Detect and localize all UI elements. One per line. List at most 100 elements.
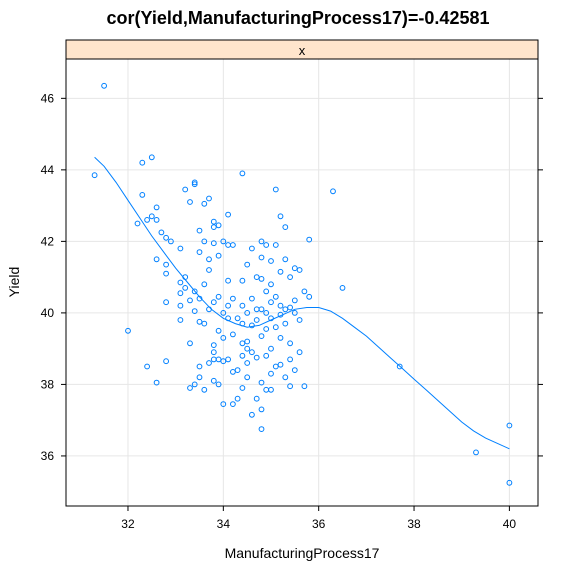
x-tick-label: 34 xyxy=(217,517,231,531)
data-point xyxy=(206,256,212,263)
data-point xyxy=(230,331,236,338)
data-point xyxy=(191,181,198,188)
data-point xyxy=(153,217,160,223)
data-point xyxy=(230,242,236,248)
x-axis-tick-labels: 32 34 36 38 40 xyxy=(121,517,516,531)
data-point xyxy=(215,381,222,388)
data-point xyxy=(177,302,184,309)
data-point xyxy=(258,254,265,261)
data-point xyxy=(249,411,255,418)
data-point xyxy=(210,218,217,225)
data-point xyxy=(187,340,193,347)
data-point xyxy=(182,274,189,281)
data-point xyxy=(277,335,284,341)
data-point xyxy=(506,422,513,429)
data-point xyxy=(225,277,232,284)
y-tick-label: 42 xyxy=(41,234,55,248)
data-point xyxy=(263,288,270,295)
data-point xyxy=(239,170,246,177)
data-point xyxy=(215,293,222,300)
data-point xyxy=(272,363,279,370)
data-point xyxy=(163,299,170,306)
data-point xyxy=(330,188,336,195)
data-point xyxy=(201,386,208,393)
data-point xyxy=(220,401,227,408)
data-point xyxy=(239,320,246,327)
y-axis-tick-labels: 36 38 40 42 44 46 xyxy=(41,91,55,463)
data-point xyxy=(258,306,265,313)
data-point xyxy=(282,306,289,313)
data-point xyxy=(268,345,274,352)
data-point xyxy=(225,242,232,248)
data-point xyxy=(249,295,255,302)
data-point xyxy=(244,310,251,316)
data-point xyxy=(287,340,294,347)
data-point xyxy=(220,358,227,365)
data-point xyxy=(239,277,246,284)
data-point xyxy=(148,154,155,161)
data-point xyxy=(239,352,246,359)
data-point xyxy=(210,299,217,306)
data-point xyxy=(163,234,170,241)
data-point xyxy=(291,367,298,374)
data-point xyxy=(253,317,260,323)
data-point xyxy=(153,204,160,211)
data-point xyxy=(263,310,270,316)
data-point xyxy=(163,358,170,365)
data-point xyxy=(258,276,265,282)
data-point xyxy=(277,213,284,220)
data-point xyxy=(158,229,165,236)
data-point xyxy=(277,268,284,275)
data-point xyxy=(291,297,298,304)
data-point xyxy=(144,217,151,223)
data-point xyxy=(206,360,212,366)
data-point xyxy=(225,302,232,309)
data-point xyxy=(139,159,146,166)
data-point xyxy=(215,222,222,229)
data-point xyxy=(234,367,241,374)
data-point xyxy=(473,449,479,456)
data-point xyxy=(268,315,274,322)
data-point xyxy=(306,293,313,300)
plot-panel-frame xyxy=(65,58,539,507)
data-point xyxy=(282,320,289,327)
data-point xyxy=(163,261,170,268)
y-tick-label: 46 xyxy=(41,91,55,105)
data-point xyxy=(220,310,227,316)
data-point xyxy=(253,274,260,281)
data-point xyxy=(244,374,251,381)
data-point xyxy=(282,256,289,263)
data-point xyxy=(153,256,160,263)
data-point xyxy=(153,379,160,386)
data-point xyxy=(296,267,303,273)
data-point xyxy=(272,186,279,193)
data-point xyxy=(215,252,222,259)
data-point xyxy=(144,363,151,370)
data-point xyxy=(196,227,203,234)
data-point xyxy=(239,385,246,391)
data-point xyxy=(210,356,217,363)
data-point xyxy=(282,374,289,381)
data-point xyxy=(506,479,513,486)
data-point xyxy=(249,349,255,356)
data-point xyxy=(263,386,270,393)
data-point xyxy=(306,236,313,243)
y-tick-label: 36 xyxy=(41,449,55,463)
data-point xyxy=(287,274,294,281)
loess-smoother-layer xyxy=(94,156,510,450)
data-point xyxy=(258,238,265,245)
data-point xyxy=(244,338,251,345)
data-point xyxy=(287,304,294,311)
data-point xyxy=(206,267,212,273)
data-point xyxy=(187,297,193,304)
data-point xyxy=(277,311,284,318)
data-point xyxy=(268,258,274,264)
data-point xyxy=(272,324,279,331)
x-tick-label: 32 xyxy=(121,517,135,531)
data-point xyxy=(201,320,208,327)
data-point xyxy=(268,370,274,377)
data-point xyxy=(210,377,217,384)
data-point xyxy=(134,220,141,227)
data-point xyxy=(296,317,303,323)
